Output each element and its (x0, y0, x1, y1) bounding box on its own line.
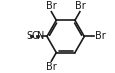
Text: N: N (36, 31, 44, 41)
Text: Br: Br (45, 1, 56, 11)
Text: Br: Br (94, 31, 104, 41)
Text: Br: Br (46, 62, 56, 72)
Text: Br: Br (74, 1, 85, 11)
Text: S: S (26, 31, 32, 41)
Text: C: C (31, 31, 38, 41)
